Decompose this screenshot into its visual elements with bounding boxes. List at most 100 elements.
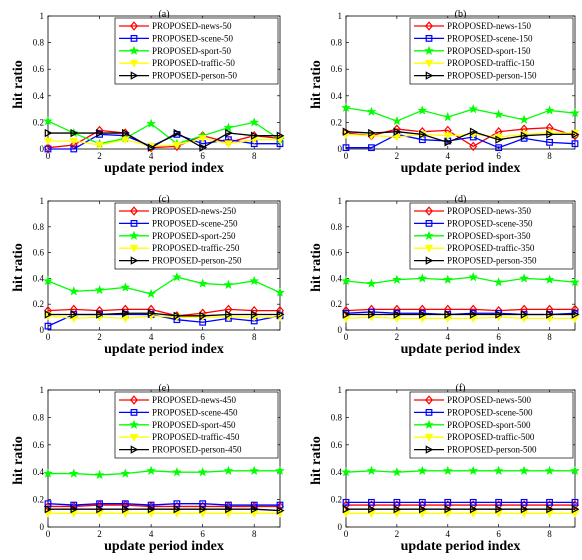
data-point xyxy=(469,141,478,152)
y-tick-label: 0.4 xyxy=(331,467,343,477)
data-point xyxy=(570,465,580,475)
data-point xyxy=(70,504,79,514)
data-point xyxy=(419,504,427,514)
legend-marker xyxy=(424,419,434,429)
series-PROPOSED-sport-250 xyxy=(43,272,285,298)
data-point xyxy=(469,127,478,136)
x-tick-label: 2 xyxy=(97,151,102,161)
data-point xyxy=(173,504,182,514)
legend-marker xyxy=(130,34,138,42)
plot-area-frame xyxy=(47,389,281,528)
series-line xyxy=(345,276,576,285)
legend: PROPOSED-news-500 PROPOSED-scene-500 PROPO… xyxy=(409,391,574,459)
y-tick-label: 1 xyxy=(338,196,343,206)
data-point xyxy=(199,504,208,514)
data-point xyxy=(366,106,377,116)
data-point xyxy=(121,315,130,323)
data-point xyxy=(342,504,351,514)
data-point xyxy=(96,500,103,508)
y-tick-label: 0.6 xyxy=(331,64,343,74)
data-point xyxy=(197,467,208,477)
legend-marker xyxy=(425,395,433,405)
data-point xyxy=(250,131,259,140)
data-point xyxy=(44,500,52,508)
x-axis-label: update period index xyxy=(401,161,521,176)
y-tick-label: 1 xyxy=(40,385,45,395)
x-tick-label: 2 xyxy=(395,151,400,161)
legend-marker xyxy=(130,445,139,454)
legend-entry: PROPOSED-scene-350 xyxy=(447,218,533,228)
data-point xyxy=(495,504,504,514)
legend-marker xyxy=(425,71,434,80)
data-point xyxy=(44,310,53,319)
legend-marker xyxy=(129,59,139,68)
x-axis-label: update period index xyxy=(104,539,224,554)
legend-marker xyxy=(130,409,138,416)
legend-entry: PROPOSED-scene-150 xyxy=(447,33,533,43)
legend-marker xyxy=(425,445,434,454)
data-point xyxy=(368,498,375,506)
series-PROPOSED-traffic-500 xyxy=(341,510,580,518)
data-point xyxy=(393,498,401,506)
legend-marker xyxy=(130,206,138,216)
data-point xyxy=(223,122,234,132)
legend-marker xyxy=(129,230,139,240)
data-point xyxy=(173,311,182,321)
y-tick-label: 0.2 xyxy=(331,299,342,309)
y-tick-label: 0 xyxy=(338,522,343,532)
data-point xyxy=(249,117,260,127)
data-point xyxy=(94,284,105,295)
x-tick-label: 6 xyxy=(200,151,205,161)
x-tick-label: 8 xyxy=(252,529,257,539)
series-PROPOSED-sport-350 xyxy=(341,272,580,288)
series-line xyxy=(48,504,280,508)
data-point xyxy=(546,138,553,146)
legend-entry: PROPOSED-traffic-250 xyxy=(152,243,240,253)
x-tick-label: 4 xyxy=(446,151,451,161)
y-tick-label: 1 xyxy=(40,196,45,206)
y-tick-label: 0.8 xyxy=(33,38,45,48)
data-point xyxy=(417,465,428,475)
x-tick-label: 0 xyxy=(344,151,349,161)
x-tick-label: 0 xyxy=(344,332,349,342)
data-point xyxy=(147,309,156,318)
legend-marker xyxy=(130,256,139,265)
series-line xyxy=(48,312,280,317)
y-tick-label: 0.6 xyxy=(331,248,343,258)
x-tick-label: 8 xyxy=(547,332,552,342)
data-point xyxy=(172,141,182,150)
series-PROPOSED-sport-450 xyxy=(43,465,285,480)
data-point xyxy=(146,118,156,128)
data-point xyxy=(444,504,453,514)
y-tick-label: 0.8 xyxy=(331,38,343,48)
plot-area-frame xyxy=(345,389,576,528)
y-tick-label: 0 xyxy=(40,144,45,154)
series-PROPOSED-news-50 xyxy=(44,125,284,153)
series-PROPOSED-person-450 xyxy=(44,504,285,515)
data-point xyxy=(571,140,579,148)
series-line xyxy=(48,132,280,149)
y-tick-label: 0.8 xyxy=(33,222,45,232)
legend-entry: PROPOSED-news-50 xyxy=(152,21,232,31)
data-point xyxy=(43,275,53,286)
y-tick-label: 1 xyxy=(338,385,343,395)
data-point xyxy=(342,310,351,319)
data-point xyxy=(493,465,504,475)
data-point xyxy=(520,498,528,506)
y-tick-label: 0.2 xyxy=(33,299,44,309)
y-axis-label: hit ratio xyxy=(309,436,324,485)
x-tick-label: 4 xyxy=(149,529,154,539)
legend: PROPOSED-news-350 PROPOSED-scene-350 PROPO… xyxy=(409,202,574,270)
legend-marker xyxy=(424,433,434,442)
x-axis-label: update period index xyxy=(104,161,224,176)
legend-marker xyxy=(424,244,434,253)
data-point xyxy=(368,310,376,319)
y-tick-label: 0.2 xyxy=(331,495,342,505)
x-tick-label: 8 xyxy=(547,151,552,161)
data-point xyxy=(393,310,402,319)
data-point xyxy=(495,135,504,144)
data-point xyxy=(275,465,285,475)
data-point xyxy=(276,131,285,140)
legend-marker xyxy=(130,395,138,405)
series-line xyxy=(47,276,281,295)
